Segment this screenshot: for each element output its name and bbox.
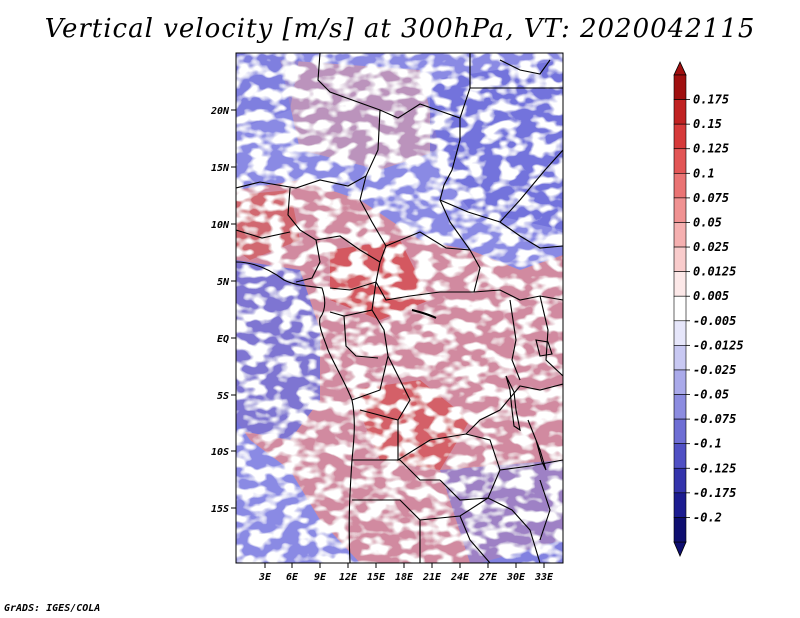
colorbar-level-label: 0.075 (693, 191, 729, 205)
colorbar-segment (673, 246, 687, 272)
colorbar-level-label: -0.075 (693, 412, 736, 426)
colorbar-level-label: -0.025 (693, 363, 736, 377)
colorbar-segment (673, 443, 687, 469)
colorbar-level-label: -0.125 (693, 461, 736, 475)
colorbar-segment (673, 394, 687, 420)
colorbar-level-label: -0.175 (693, 486, 736, 500)
lon-label: 15E (367, 572, 386, 583)
colorbar-level-label: -0.05 (693, 388, 729, 402)
colorbar-segment (673, 418, 687, 444)
colorbar-level-label: 0.005 (693, 289, 729, 303)
colorbar-segments (673, 74, 687, 543)
lat-labels: 20N 15N 10N 5N EQ 5S 10S 15S (210, 106, 230, 515)
lat-label: 15N (211, 163, 230, 174)
colorbar-level-label: 0.15 (693, 117, 722, 131)
lon-labels: 3E 6E 9E 12E 15E 18E 21E 24E 27E 30E 33E (258, 572, 554, 583)
colorbar-segment (673, 369, 687, 395)
lon-label: 24E (450, 572, 470, 583)
lat-label: 10N (211, 220, 230, 231)
colorbar-segment (673, 345, 687, 371)
lon-label: 33E (534, 572, 554, 583)
colorbar-segment (673, 492, 687, 518)
colorbar-segment (673, 99, 687, 125)
colorbar-level-label: 0.0125 (693, 265, 736, 279)
lat-label: 10S (211, 447, 229, 458)
lon-label: 6E (286, 572, 299, 583)
colorbar-segment (673, 74, 687, 100)
colorbar-segment (673, 467, 687, 494)
colorbar-labels: 0.175 0.15 0.125 0.1 0.075 0.05 0.025 0.0125 0.0… (686, 93, 744, 524)
colorbar-segment (673, 517, 687, 543)
vertical-velocity-field (236, 53, 563, 563)
lat-label: 20N (210, 106, 230, 117)
colorbar-segment (673, 197, 687, 223)
lat-ticks (231, 109, 236, 509)
colorbar-segment (673, 222, 687, 248)
colorbar-level-label: -0.2 (693, 510, 722, 524)
lat-label: 15S (211, 504, 229, 515)
lat-label: 5S (217, 391, 229, 402)
colorbar: 0.175 0.15 0.125 0.1 0.075 0.05 0.025 0.0125 0.0… (673, 61, 744, 558)
colorbar-top-arrow (673, 61, 687, 76)
colorbar-segment (673, 173, 687, 199)
lon-label: 30E (506, 572, 526, 583)
colorbar-segment (673, 123, 687, 150)
colorbar-level-label: 0.1 (693, 166, 715, 180)
colorbar-segment (673, 271, 687, 297)
lon-ticks (264, 563, 545, 568)
lon-label: 9E (314, 572, 327, 583)
colorbar-segment (673, 148, 687, 174)
map-frame (235, 52, 564, 564)
lat-label: 5N (217, 277, 230, 288)
colorbar-level-label: -0.0125 (693, 338, 744, 352)
country-boundaries (236, 53, 563, 563)
colorbar-level-label: 0.025 (693, 240, 729, 254)
lat-label: EQ (217, 334, 229, 345)
grads-credit: GrADS: IGES/COLA (4, 603, 101, 614)
colorbar-level-label: 0.175 (693, 93, 729, 107)
colorbar-level-label: -0.005 (693, 314, 736, 328)
colorbar-level-label: 0.05 (693, 215, 722, 229)
colorbar-bottom-arrow (673, 541, 687, 558)
colorbar-segment (673, 295, 687, 322)
lon-label: 12E (339, 572, 358, 583)
lon-label: 27E (478, 572, 498, 583)
lon-label: 21E (422, 572, 442, 583)
colorbar-segment (673, 320, 687, 346)
colorbar-level-label: 0.125 (693, 142, 729, 156)
lon-label: 3E (258, 572, 272, 583)
lon-label: 18E (395, 572, 414, 583)
colorbar-level-label: -0.1 (693, 437, 722, 451)
map-title: Vertical velocity [m/s] at 300hPa, VT: 2… (44, 14, 756, 44)
